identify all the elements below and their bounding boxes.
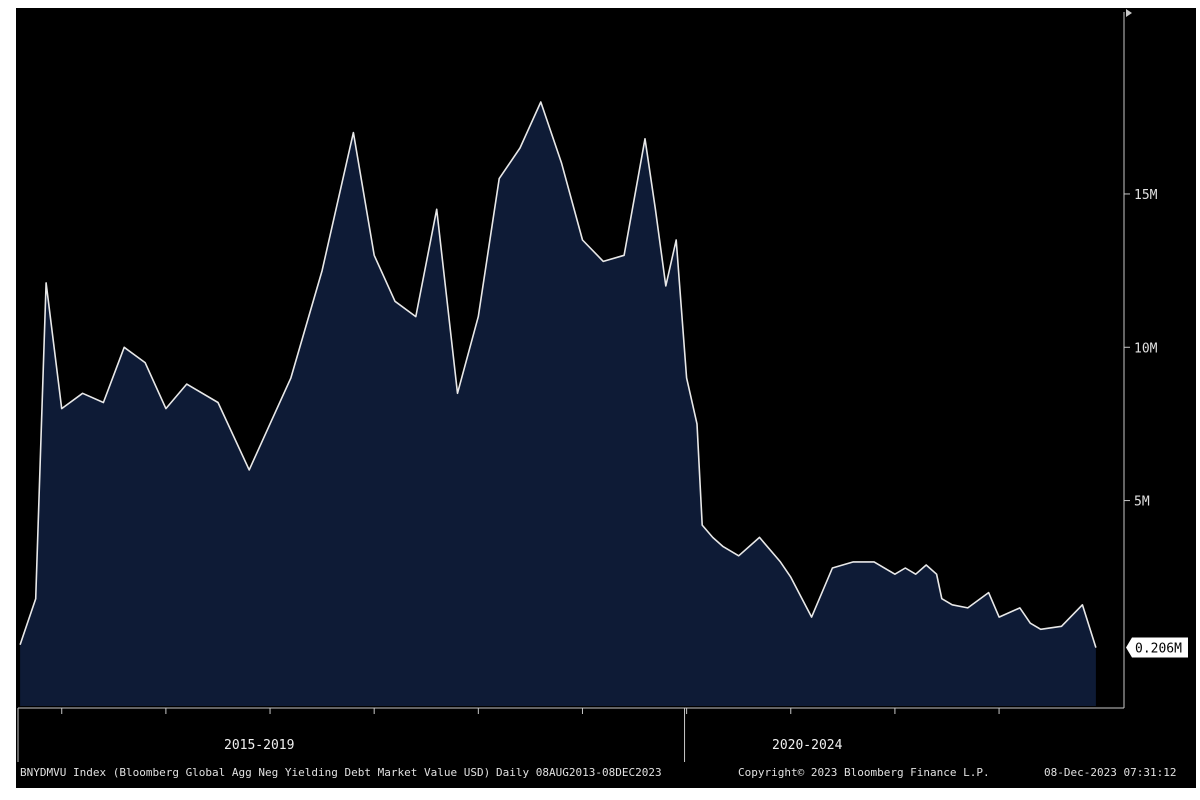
series-line (19, 101, 1097, 648)
y-axis-arrow-icon (1126, 9, 1132, 17)
x-period-label-1: 2015-2019 (224, 738, 295, 753)
y-tick-label: 5M (1134, 495, 1150, 510)
series-area-fill (20, 102, 1096, 706)
footer-timestamp: 08-Dec-2023 07:31:12 (1044, 766, 1177, 779)
x-period-label-2: 2020-2024 (772, 738, 843, 753)
footer-date-range: Daily 08AUG2013-08DEC2023 (496, 766, 662, 779)
y-tick-label: 10M (1134, 341, 1158, 356)
last-value-marker (1126, 637, 1188, 658)
y-tick-label: 15M (1134, 188, 1158, 203)
footer-copyright: Copyright© 2023 Bloomberg Finance L.P. (738, 766, 990, 779)
last-value-label: 0.206M (1135, 642, 1182, 657)
footer-ticker: BNYDMVU Index (Bloomberg Global Agg Neg … (20, 766, 491, 779)
